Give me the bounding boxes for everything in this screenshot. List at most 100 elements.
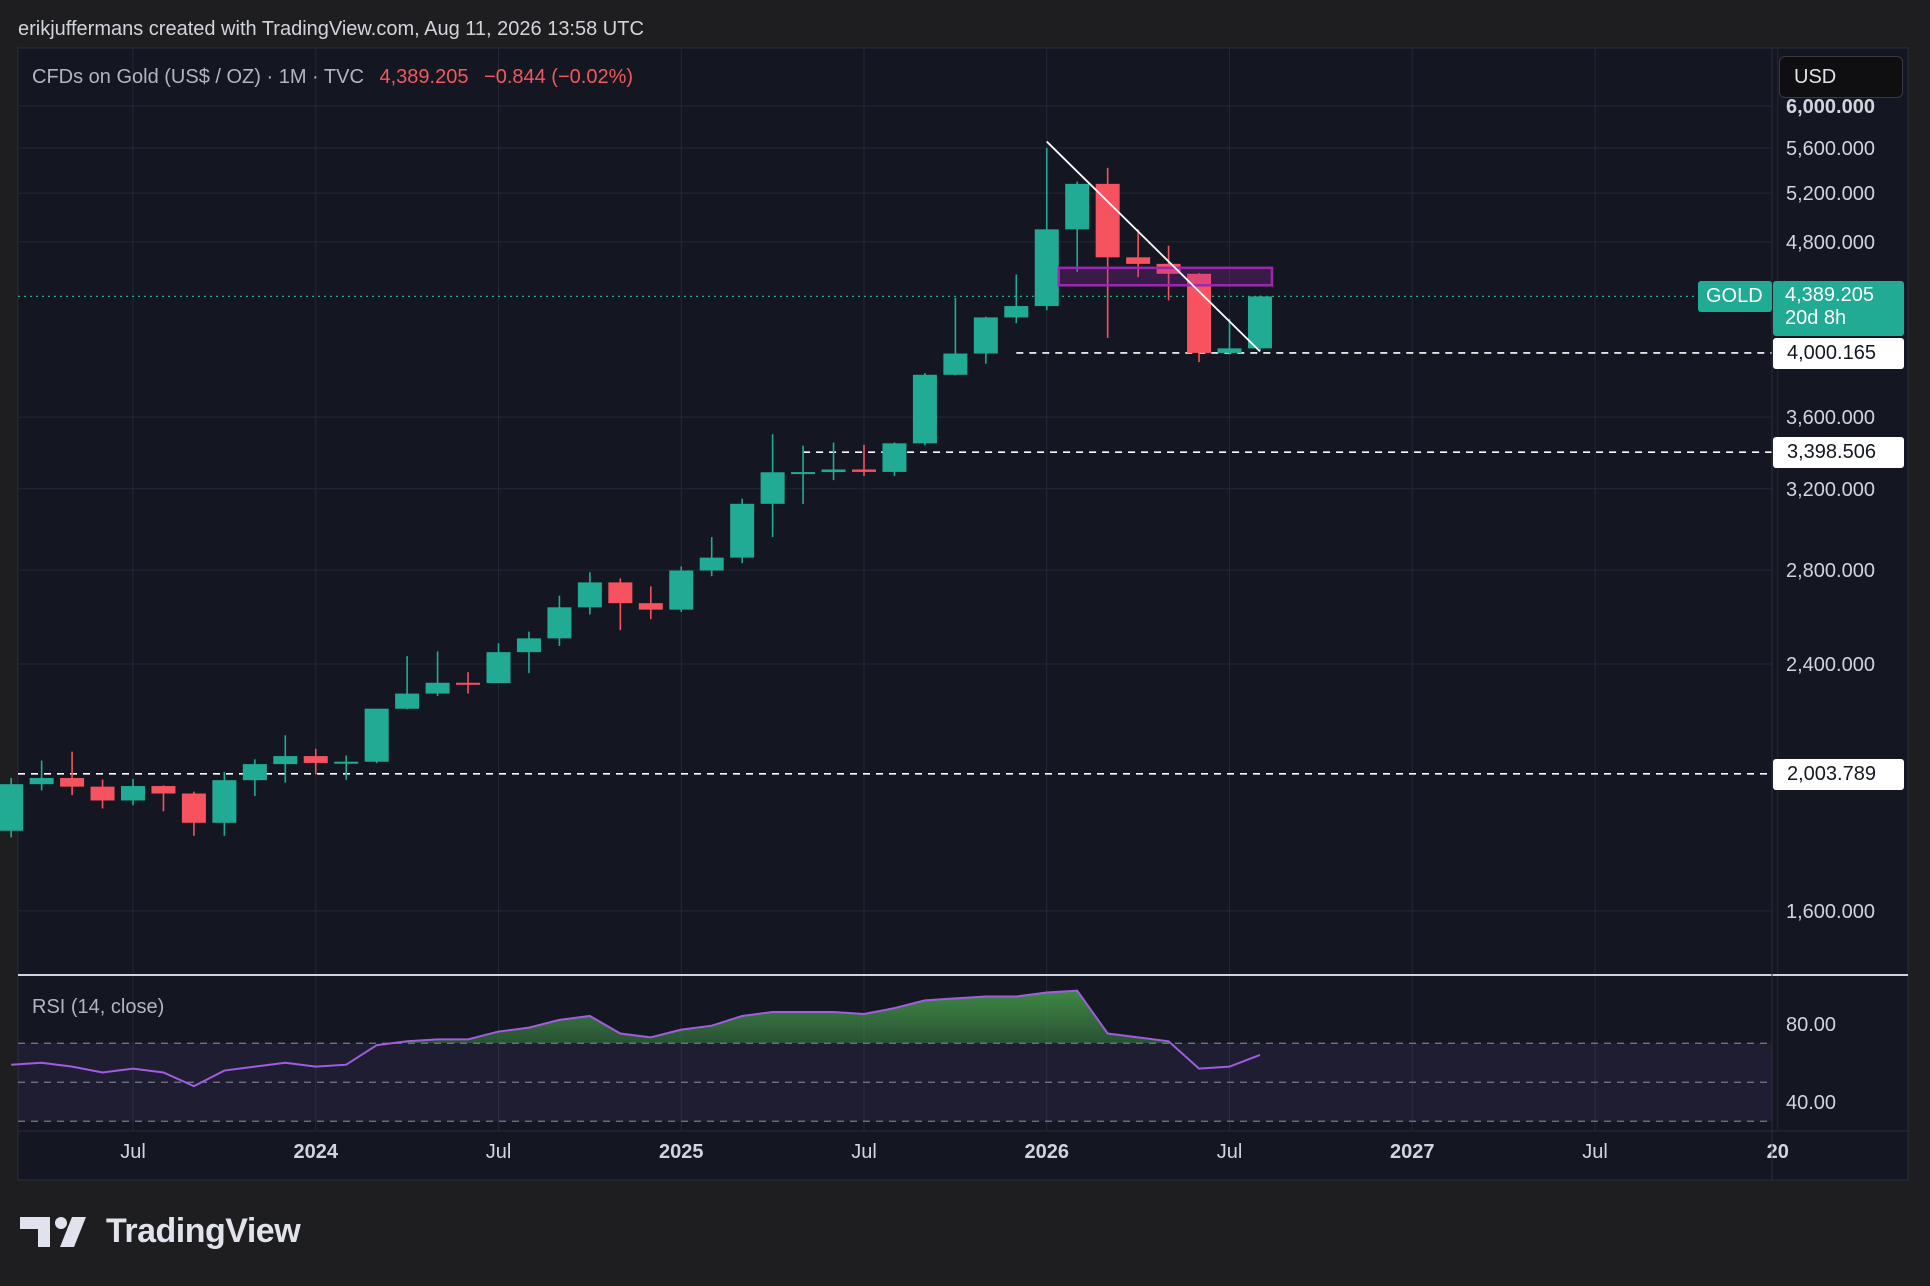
candle-body [1247, 296, 1272, 349]
candle-up [334, 755, 359, 780]
candle-up [882, 442, 907, 476]
rsi-line [11, 989, 1261, 1088]
x-tick-label: 2025 [659, 1141, 704, 1163]
candle-up [730, 498, 755, 564]
candle-up [1065, 181, 1090, 272]
candle-up [395, 656, 420, 710]
candle-body [730, 503, 755, 558]
candle-body [273, 756, 298, 765]
candle-body [121, 786, 145, 801]
candle-up [516, 631, 541, 674]
candle-body [821, 469, 846, 473]
candle-up [577, 572, 602, 615]
y-tick-label: 4,800.000 [1786, 232, 1875, 254]
candle-body [577, 582, 602, 608]
candle-up [1247, 295, 1272, 352]
candle-body [1034, 229, 1059, 307]
x-tick-label: Jul [851, 1141, 877, 1163]
x-tick-label: Jul [486, 1141, 512, 1163]
candle-down [638, 586, 663, 620]
candle-body [456, 682, 481, 685]
candle-down [60, 751, 85, 796]
candle-up [669, 566, 694, 612]
candle-body [425, 682, 450, 694]
candle-up [791, 445, 816, 505]
trendline [1046, 140, 1261, 353]
candle-body [151, 786, 176, 794]
candle-body [516, 638, 541, 653]
candle-body [395, 693, 420, 709]
x-tick-label: Jul [120, 1141, 146, 1163]
y-tick-label: 3,600.000 [1786, 407, 1875, 429]
legend-symbol: CFDs on Gold (US$ / OZ) · 1M · TVC [32, 66, 364, 88]
candle-body [852, 469, 876, 472]
x-tick-label: Jul [1582, 1141, 1608, 1163]
level-tag-4000: 4,000.165 [1773, 337, 1904, 369]
rsi-tick-label: 80.00 [1786, 1014, 1836, 1036]
level-tag-3398: 3,398.506 [1773, 437, 1904, 469]
candle-body [882, 443, 907, 472]
x-tick-label: 2027 [1390, 1141, 1435, 1163]
y-tick-label: 2,400.000 [1786, 654, 1875, 676]
candle-body [943, 353, 968, 375]
x-tick-label: 20 [1767, 1141, 1789, 1163]
candle-down [151, 785, 176, 812]
candle-up [425, 651, 450, 696]
candle-body [1217, 348, 1242, 353]
candle-up [1034, 148, 1059, 311]
candle-up [242, 759, 267, 797]
legend-change: −0.844 (−0.02%) [484, 66, 634, 88]
rsi-indicator-label[interactable]: RSI (14, close) [32, 996, 165, 1018]
candle-body [212, 780, 237, 823]
candle-up [486, 643, 511, 684]
candle-body [90, 786, 115, 801]
candle-up [547, 595, 572, 646]
candle-body [364, 708, 389, 762]
chart-background [17, 47, 1909, 1181]
legend-last-price: 4,389.205 [379, 66, 469, 88]
candle-up [121, 778, 145, 806]
candle-up [821, 442, 846, 481]
y-tick-label: 3,200.000 [1786, 479, 1875, 501]
candle-body [303, 756, 328, 763]
candle-down [1095, 167, 1120, 338]
candle-up [1004, 274, 1029, 324]
candle-up [699, 537, 724, 577]
brand-name: TradingView [106, 1212, 301, 1250]
x-tick-label: Jul [1217, 1141, 1243, 1163]
candle-body [760, 472, 785, 504]
y-tick-label: 1,600.000 [1786, 901, 1875, 923]
candle-up [0, 778, 24, 838]
candle-down [1187, 273, 1212, 363]
candle-up [212, 771, 237, 836]
bar-countdown: 20d 8h [1785, 307, 1847, 330]
tradingview-logo-icon [20, 1216, 86, 1247]
candle-body [699, 557, 724, 571]
y-tick-label: 2,800.000 [1786, 560, 1875, 582]
tradingview-logo[interactable]: TradingView [20, 1212, 301, 1251]
level-tag-2003: 2,003.789 [1773, 758, 1904, 790]
candle-up [943, 297, 968, 376]
candle-body [1095, 183, 1120, 258]
x-tick-label: 2024 [294, 1141, 339, 1163]
candle-up [973, 316, 998, 364]
symbol-tag: GOLD [1698, 281, 1772, 313]
candle-body [334, 761, 359, 764]
candle-body [669, 570, 694, 610]
candle-down [456, 672, 481, 694]
currency-button[interactable]: USD [1779, 56, 1903, 98]
candle-down [608, 578, 633, 631]
candle-body [181, 793, 206, 823]
candle-up [29, 760, 54, 791]
candle-up [364, 708, 389, 764]
candle-body [1065, 183, 1090, 230]
supply-zone-box [1057, 266, 1274, 287]
header-caption: erikjuffermans created with TradingView.… [18, 18, 644, 40]
candle-up [912, 373, 937, 446]
candle-up [760, 434, 785, 538]
candle-body [547, 607, 572, 639]
symbol-legend: CFDs on Gold (US$ / OZ) · 1M · TVC 4,389… [32, 66, 633, 89]
candle-body [791, 472, 816, 475]
candle-down [303, 748, 328, 775]
